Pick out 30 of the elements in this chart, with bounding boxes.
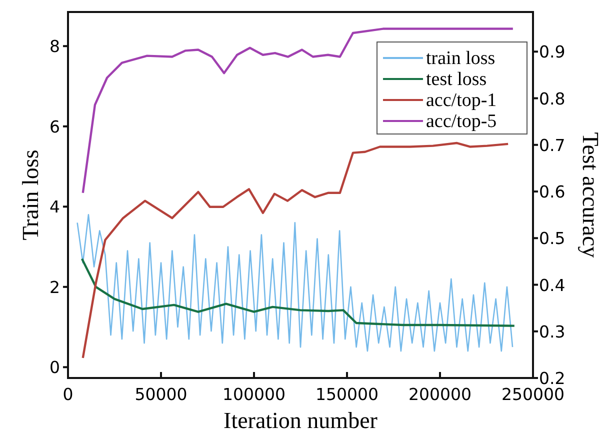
- x-tick-label: 100000: [222, 385, 286, 404]
- y2-tick-label: 0.2: [539, 369, 566, 388]
- y2-tick-label: 0.7: [539, 136, 566, 155]
- legend-label: acc/top-5: [426, 111, 497, 132]
- legend-label: test loss: [426, 69, 487, 90]
- line-series: [82, 28, 514, 194]
- y-tick-label: 6: [50, 117, 60, 136]
- y2-axis-title: Test accuracy: [578, 132, 603, 258]
- x-axis-title: Iteration number: [224, 408, 378, 433]
- x-tick-label: 200000: [408, 385, 472, 404]
- y2-tick-label: 0.5: [539, 229, 566, 248]
- x-tick-label: 50000: [134, 385, 188, 404]
- y-tick-label: 0: [50, 358, 60, 378]
- y-axis-title: Train loss: [18, 150, 43, 240]
- x-tick-label: 0: [62, 385, 74, 404]
- line-series: [76, 214, 514, 352]
- x-tick-label: 150000: [316, 385, 378, 404]
- legend-label: acc/top-1: [426, 90, 497, 111]
- y2-tick-label: 0.6: [539, 182, 566, 202]
- y-tick-label: 4: [50, 198, 60, 217]
- y2-tick-label: 0.9: [539, 42, 566, 62]
- x-tick-label: 250000: [502, 385, 564, 404]
- legend-label: train loss: [426, 48, 496, 69]
- line-series: [80, 258, 516, 327]
- line-series: [82, 142, 510, 360]
- y2-tick-label: 0.8: [539, 89, 566, 108]
- y-tick-label: 2: [50, 278, 60, 297]
- y2-tick-label: 0.4: [539, 276, 566, 295]
- y2-tick-label: 0.3: [539, 322, 566, 342]
- y-tick-label: 8: [50, 37, 60, 56]
